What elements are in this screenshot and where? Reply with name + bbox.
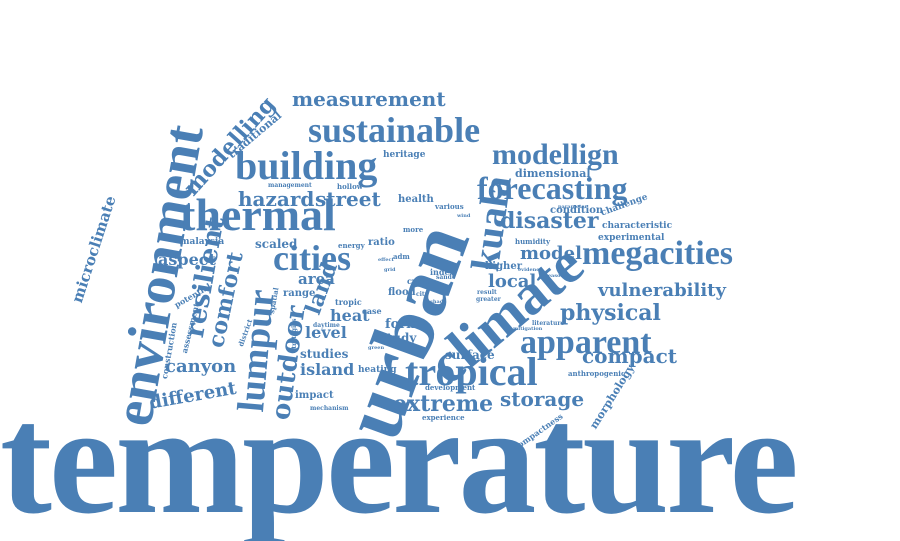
word-heating: heating xyxy=(358,365,397,375)
word-flood: flood xyxy=(388,287,416,298)
word-apparent: apparent xyxy=(520,324,652,361)
word-effect: effect xyxy=(378,257,394,263)
word-adm: adm xyxy=(393,252,410,261)
word-study: study xyxy=(380,331,417,345)
word-season: season xyxy=(545,273,565,279)
word-strategies: strategies xyxy=(291,318,298,352)
word-greater: greater xyxy=(476,296,501,303)
word-street: street xyxy=(315,187,381,211)
word-extreme: extreme xyxy=(393,391,494,417)
word-forecasting: forecasting xyxy=(477,170,628,206)
word-characteristic: characteristic xyxy=(602,221,673,231)
word-sustainable: sustainable xyxy=(308,110,481,150)
word-anthropogenic: anthropogenic xyxy=(568,369,626,378)
word-dimensional: dimensional xyxy=(515,167,591,180)
word-management: management xyxy=(268,182,312,189)
word-range: range xyxy=(283,288,316,299)
word-humidity: humidity xyxy=(515,237,551,246)
word-level: level xyxy=(305,323,347,342)
word-case: case xyxy=(362,306,382,316)
word-island: island xyxy=(300,360,355,379)
word-model: model xyxy=(520,243,582,264)
word-cycle: cycle xyxy=(407,276,430,286)
word-aspect: aspect xyxy=(158,250,216,269)
word-tropic: tropic xyxy=(335,297,362,307)
word-experience: experience xyxy=(422,413,465,422)
word-building: building xyxy=(235,143,378,188)
word-compact: compact xyxy=(582,344,678,368)
word-various: various xyxy=(435,202,464,211)
word-green: green xyxy=(368,345,385,351)
word-area: area xyxy=(298,270,335,288)
word-canyon: canyon xyxy=(165,356,237,377)
word-daytime: daytime xyxy=(313,322,340,329)
word-storage: storage xyxy=(500,387,585,411)
word-shade: shade xyxy=(430,299,447,305)
word-heritage: heritage xyxy=(383,150,426,160)
word-result: result xyxy=(477,289,497,296)
word-microclimate: microclimate xyxy=(68,193,120,305)
word-impact: impact xyxy=(295,390,334,401)
word-malaysia: malaysia xyxy=(180,237,225,247)
word-wind: wind xyxy=(457,213,471,219)
word-modellign: modellign xyxy=(492,138,619,171)
word-development: development xyxy=(425,383,476,392)
word-mechanism: mechanism xyxy=(310,405,349,412)
word-city: city xyxy=(416,291,429,298)
word-measurement: measurement xyxy=(292,87,446,111)
word-vulnerability: vulnerability xyxy=(598,280,726,301)
word-more: more xyxy=(403,225,424,234)
word-energy: energy xyxy=(338,241,365,250)
word-ratio: ratio xyxy=(368,237,395,248)
word-parameter: parameter xyxy=(558,204,588,210)
word-physical: physical xyxy=(560,300,661,326)
word-higher: higher xyxy=(485,261,522,272)
word-disaster: disaster xyxy=(500,208,599,234)
word-literature: literature xyxy=(532,320,565,327)
word-surface: surface xyxy=(445,348,495,362)
word-form: form xyxy=(385,317,420,332)
word-thermal: thermal xyxy=(180,189,336,240)
word-sand: sand xyxy=(436,274,452,281)
word-condition: condition xyxy=(550,205,604,216)
word-health: health xyxy=(398,194,434,205)
word-megacities: megacities xyxy=(582,235,734,272)
word-experimental: experimental xyxy=(598,233,665,243)
word-tropical: tropical xyxy=(405,349,538,394)
word-cities: cities xyxy=(273,238,351,278)
word-temperature: temperature xyxy=(0,373,799,541)
word-heat: heat xyxy=(330,306,370,325)
word-evidence: evidence xyxy=(518,267,543,273)
word-hollow: hollow xyxy=(337,182,363,191)
word-index: index xyxy=(430,267,455,277)
word-hazard: hazard xyxy=(238,187,315,211)
word-local: local xyxy=(488,271,537,292)
word-scaled: scaled xyxy=(255,237,298,251)
word-mitigation: mitigation xyxy=(513,326,543,332)
word-studies: studies xyxy=(300,347,349,361)
word-grid: grid xyxy=(384,267,396,273)
